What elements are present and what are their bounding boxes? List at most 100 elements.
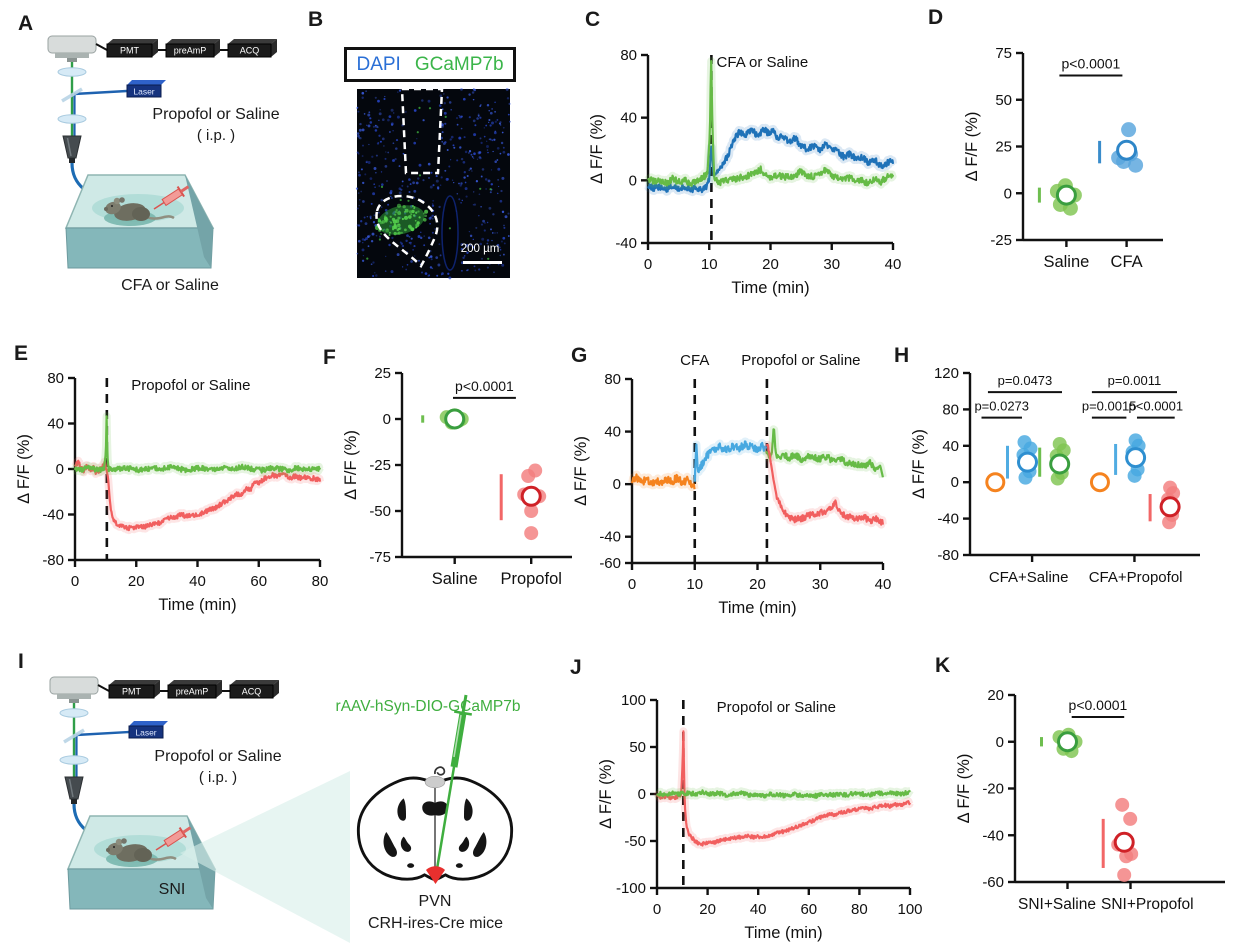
gcamp-cluster (374, 203, 429, 237)
svg-text:40: 40 (47, 416, 64, 433)
series-SNI+Saline (656, 789, 911, 799)
mean-circle (520, 485, 542, 507)
objective (62, 135, 82, 159)
series-Saline (73, 415, 322, 474)
svg-text:20: 20 (749, 576, 766, 593)
stain-legend-box: DAPI GCaMP7b (344, 47, 516, 82)
implant (424, 775, 446, 789)
sni-rig-and-brain-drawing: PMT preAmP ACQ Laser (49, 676, 514, 943)
y-axis-title: Δ F/F (%) (342, 430, 360, 500)
svg-text:0: 0 (383, 411, 391, 428)
svg-text:40: 40 (604, 424, 621, 441)
group-0 (1040, 727, 1083, 759)
category-label-0: CFA+Saline (989, 569, 1069, 586)
equipment-box-label: PMT (122, 687, 142, 697)
band-Saline (644, 57, 897, 190)
svg-text:-50: -50 (369, 503, 391, 520)
detector (47, 35, 97, 54)
ventricle (441, 195, 459, 271)
svg-text:60: 60 (800, 901, 817, 918)
svg-text:0: 0 (1004, 185, 1012, 202)
equipment-box-label: preAmP (176, 687, 209, 697)
svg-text:100: 100 (897, 901, 922, 918)
rig-group: PMT preAmP ACQ Laser (47, 35, 277, 269)
series-CFA+Propofol (765, 443, 884, 526)
svg-text:80: 80 (604, 371, 621, 388)
equipment-box-label: PMT (120, 46, 140, 56)
group-1 (1006, 435, 1038, 485)
svg-text:0: 0 (71, 573, 79, 590)
svg-text:40: 40 (189, 573, 206, 590)
data-point (524, 504, 539, 518)
data-point (1128, 157, 1144, 173)
x-axis-title: Time (min) (731, 279, 809, 297)
mean-circle (444, 408, 466, 430)
data-point (1115, 797, 1130, 812)
chart-D: -25 0 25 50 75 Δ F/F (%) Saline CFA p<0.0001 (963, 45, 1163, 271)
band-Saline (71, 412, 324, 477)
svg-text:10: 10 (701, 256, 718, 273)
svg-text:75: 75 (995, 45, 1012, 62)
data-point (1018, 470, 1033, 485)
event-label-0: CFA or Saline (717, 54, 809, 71)
panel-b-histology: DAPI GCaMP7b 200 µm (300, 6, 580, 316)
svg-text:80: 80 (620, 47, 637, 64)
category-label-1: Propofol (500, 570, 561, 588)
photometry-rig-drawing: PMT preAmP ACQ Laser (47, 35, 277, 269)
svg-text:40: 40 (942, 438, 959, 455)
ip-label: ( i.p. ) (198, 769, 238, 786)
virus-label: rAAV-hSyn-DIO-GCaMP7b (335, 698, 521, 715)
panel-label-k: K (935, 654, 951, 677)
svg-text:25: 25 (374, 365, 391, 382)
event-label-0: Propofol or Saline (717, 699, 836, 716)
gcamp-label: GCaMP7b (414, 53, 504, 75)
svg-text:80: 80 (851, 901, 868, 918)
chart-K: -60 -40 -20 0 20 Δ F/F (%) SNI+Saline SNI+Propo… (955, 687, 1225, 913)
svg-text:-75: -75 (369, 549, 391, 566)
series-CFA (693, 440, 768, 482)
svg-text:20: 20 (128, 573, 145, 590)
group-0 (421, 408, 469, 430)
data-point (1121, 122, 1137, 138)
panel-d-chart: -25 0 25 50 75 Δ F/F (%) Saline CFA p<0.0001 (920, 6, 1233, 316)
chart-G: -60 -40 0 40 80 Δ F/F (%) 0 10 20 30 40 Time (min) C… (572, 352, 891, 617)
svg-text:30: 30 (812, 576, 829, 593)
svg-text:-40: -40 (982, 827, 1004, 844)
mouse-tail (147, 856, 177, 861)
mouse-line-label: CRH-ires-Cre mice (367, 915, 504, 932)
syringe-plunger (461, 694, 468, 714)
panel-f-chart: -75 -50 -25 0 25 Δ F/F (%) Saline Propofol p<0.0… (342, 330, 602, 630)
mean-circle (1017, 451, 1038, 473)
data-point (1119, 849, 1134, 864)
mouse-head (107, 842, 123, 856)
mean-circle (1125, 447, 1147, 469)
category-label-1: CFA+Propofol (1089, 569, 1183, 586)
chart-H: -80 -40 0 40 80 120 Δ F/F (%) CFA+Saline CFA+Pro… (910, 365, 1200, 586)
chart-J: -100 -50 0 50 100 Δ F/F (%) 0 20 40 60 80 100 Time (… (597, 692, 923, 942)
data-point (524, 526, 539, 541)
svg-text:-50: -50 (624, 833, 646, 850)
panel-i-diagram: PMT preAmP ACQ Laser Propofol or Saline ( i… (8, 645, 633, 950)
lens (59, 708, 89, 718)
svg-text:80: 80 (942, 401, 959, 418)
mean-circle (1055, 184, 1077, 206)
category-label-1: SNI+Propofol (1101, 896, 1194, 913)
mean-circle (985, 472, 1006, 493)
svg-text:-40: -40 (42, 507, 64, 524)
fluorescence-image (355, 87, 511, 280)
fiber-track-outline (400, 87, 444, 175)
svg-text:40: 40 (750, 901, 767, 918)
svg-text:0: 0 (653, 901, 661, 918)
svg-text:-20: -20 (982, 781, 1004, 798)
panel-j-chart: -100 -50 0 50 100 Δ F/F (%) 0 20 40 60 80 100 Time (… (597, 645, 960, 950)
p-value-0: p=0.0473 (998, 373, 1053, 388)
scale-bar (463, 261, 502, 264)
svg-text:0: 0 (951, 474, 959, 491)
y-axis-title: Δ F/F (%) (955, 754, 973, 824)
group-1 (499, 463, 547, 541)
lens (57, 114, 87, 124)
rig-group: PMT preAmP ACQ Laser (49, 676, 279, 910)
category-label-0: Saline (1043, 253, 1089, 271)
svg-text:80: 80 (47, 370, 64, 387)
panel-a-diagram: PMT preAmP ACQ Laser Propofol or Saline ( i… (8, 6, 303, 316)
